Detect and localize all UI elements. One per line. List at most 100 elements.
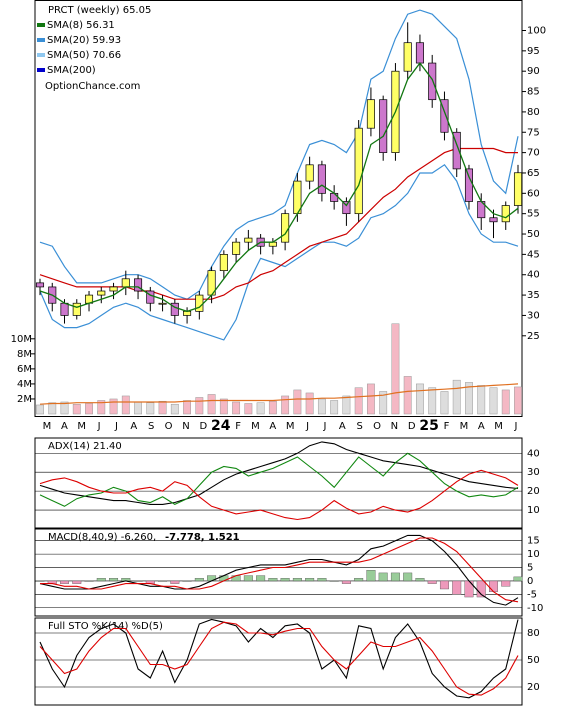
price-frame [34,0,523,417]
histogram-bar [170,580,180,584]
volume-bar [219,398,228,415]
candle-body [366,99,375,129]
indicator-line [39,469,519,521]
candle-body [489,217,498,223]
y-tick-label: 95 [527,46,540,57]
indicator-line [39,441,519,505]
volume-bar [514,386,522,415]
volume-bar [207,394,216,415]
histogram-bar [439,580,449,590]
y-tick-label: 50 [527,229,540,240]
y-tick-label: -10 [527,603,543,614]
x-tick-label: A [269,421,276,432]
volume-bar [158,400,167,415]
histogram-bar [317,578,327,582]
histogram-bar [109,578,119,582]
candle-body [72,302,81,316]
macd-title: MACD(8,40,9) -6.260, [48,532,156,543]
histogram-bar [354,578,364,582]
x-tick-label: O [373,421,381,432]
x-tick-label: J [97,421,101,432]
sto-frame [34,617,523,706]
candle-body [330,192,339,202]
candle-body [342,201,351,215]
candle-body [305,164,314,182]
volume-bar [317,398,326,415]
x-tick-label: M [494,421,503,432]
y-tick-label: 85 [527,87,540,98]
volume-bar [489,387,498,415]
y-tick-label: 6M [17,364,32,375]
y-tick-label: 70 [527,148,540,159]
candle-body [232,241,241,255]
x-tick-label: A [61,421,68,432]
volume-bar [379,391,388,415]
candle-body [464,168,474,202]
legend-label: SMA(8) 56.31 [47,20,115,31]
histogram-bar [243,575,253,582]
candle-body [354,127,363,215]
volume-bar [354,387,363,415]
volume-bar [146,402,155,415]
volume-bar [72,403,81,415]
histogram-bar [280,578,290,582]
legend-swatch [37,38,45,42]
y-tick-label: 65 [527,168,540,179]
histogram-bar [403,572,413,582]
candle-body [501,205,510,223]
candle-body [513,172,523,206]
candle-body [121,278,130,288]
x-tick-label: J [114,421,118,432]
indicator-line [39,452,519,507]
x-tick-label: A [339,421,346,432]
volume-bar [330,400,339,415]
legend-label: SMA(200) [47,65,96,76]
x-tick-label: F [444,421,450,432]
histogram-bar [182,580,192,582]
volume-bar [109,398,118,415]
y-tick-label: 10 [527,549,540,560]
y-tick-label: 0 [527,576,533,587]
indicator-line [40,537,519,603]
x-tick-label: M [251,421,260,432]
volume-bar [36,404,44,415]
x-tick-label: J [305,421,309,432]
y-tick-label: 4M [17,379,32,390]
volume-bar [85,403,93,415]
candle-body [428,62,437,101]
x-tick-label: M [286,421,295,432]
x-tick-label: M [43,421,52,432]
volume-bar [232,401,241,415]
volume-bar [256,402,265,415]
y-tick-label: 10 [527,505,540,516]
x-tick-label: 25 [419,418,438,434]
volume-bar [501,389,510,415]
x-tick-label: 24 [211,418,231,434]
candle-body [440,99,449,133]
volume-bar [403,376,412,415]
histogram-bar [268,578,278,582]
y-tick-label: 60 [527,188,540,199]
y-tick-label: 45 [527,249,540,260]
y-tick-label: 30 [527,310,540,321]
y-tick-label: 80 [527,107,540,118]
legend-swatch [37,53,45,57]
histogram-bar [60,580,70,584]
histogram-label: 1.521 [208,532,240,543]
candle-body [134,278,143,292]
x-tick-label: A [130,421,137,432]
indicator-line [39,621,519,696]
y-tick-label: 15 [527,536,540,547]
volume-bar [391,323,400,415]
candle-body [35,282,45,288]
histogram-bar [84,580,94,582]
volume-bar [183,400,192,415]
histogram-bar [488,580,498,592]
volume-bar [134,401,142,415]
legend-label: SMA(20) 59.93 [47,35,121,46]
histogram-bar [341,580,351,584]
y-tick-label: -5 [527,589,537,600]
volume-bar [48,402,57,415]
x-tick-label: S [356,421,362,432]
y-tick-label: 2M [17,394,32,405]
